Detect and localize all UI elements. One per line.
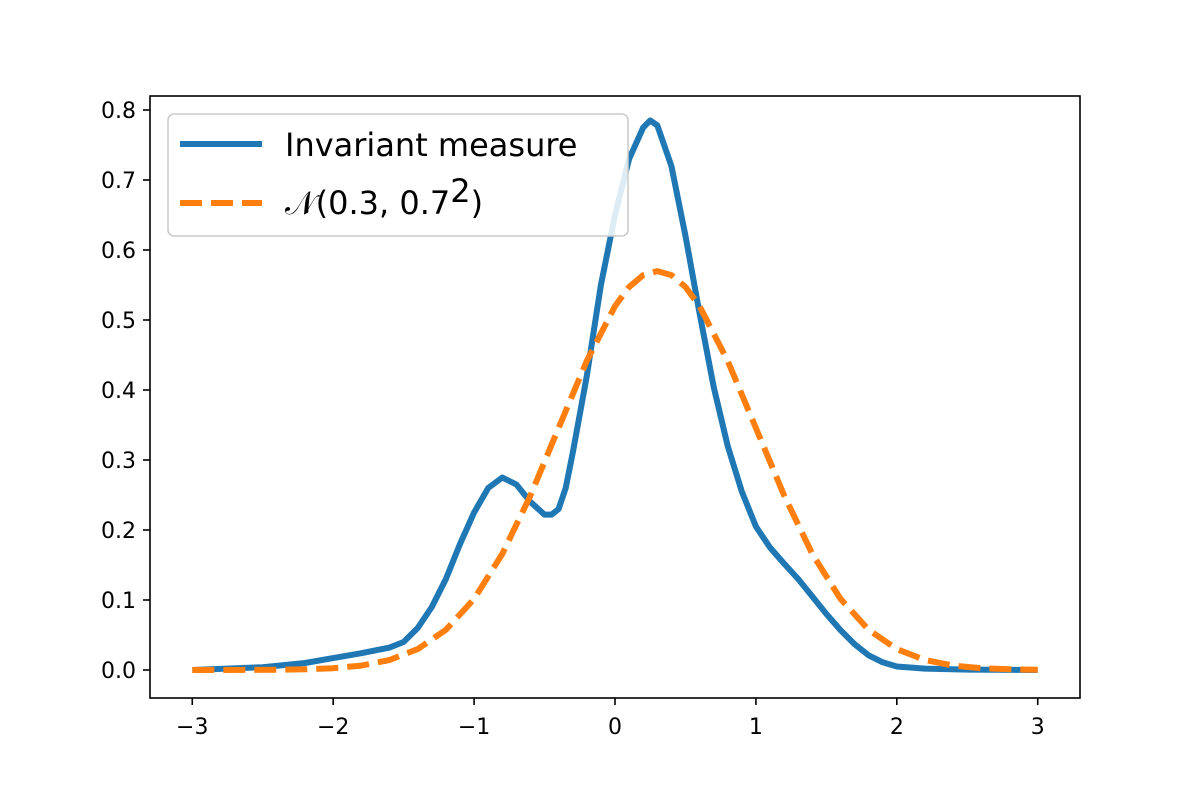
y-tick-label: 0.6 [101, 239, 136, 264]
y-tick-label: 0.0 [101, 659, 136, 684]
x-tick-label: 1 [749, 715, 763, 740]
x-tick-label: −2 [317, 715, 349, 740]
y-tick-label: 0.2 [101, 519, 136, 544]
y-axis: 0.0 0.1 0.2 0.3 0.4 0.5 0.6 0.7 0.8 [101, 99, 150, 684]
legend-label-normal-symbol: 𝒩 [285, 184, 320, 222]
legend-label-normal-close: ) [471, 184, 483, 222]
x-tick-label: 0 [608, 715, 622, 740]
legend-label-normal-body: (0.3, 0.7 [316, 184, 451, 222]
legend-label-normal: 𝒩(0.3, 0.72) [285, 172, 483, 222]
legend-label-normal-exponent: 2 [450, 172, 470, 210]
y-tick-label: 0.3 [101, 449, 136, 474]
y-tick-label: 0.1 [101, 589, 136, 614]
y-tick-label: 0.8 [101, 99, 136, 124]
y-tick-label: 0.5 [101, 309, 136, 334]
legend-label-invariant-measure: Invariant measure [285, 126, 577, 164]
x-tick-label: 2 [890, 715, 904, 740]
y-tick-label: 0.7 [101, 169, 136, 194]
legend: Invariant measure 𝒩(0.3, 0.72) [167, 113, 629, 237]
x-tick-label: −1 [458, 715, 490, 740]
y-tick-label: 0.4 [101, 379, 136, 404]
series-line-normal [192, 268, 1038, 673]
legend-box [167, 113, 629, 237]
x-axis: −3 −2 −1 0 1 2 3 [176, 698, 1045, 740]
x-tick-label: −3 [176, 715, 208, 740]
x-tick-label: 3 [1031, 715, 1045, 740]
